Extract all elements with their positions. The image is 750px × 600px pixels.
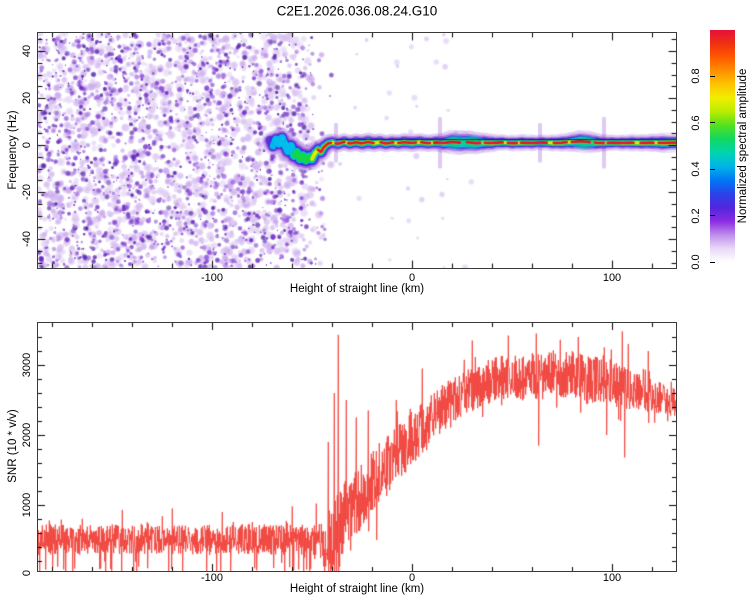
- colorbar-tick-label: 0.6: [690, 115, 702, 131]
- snr-tick-label: 2000: [21, 422, 33, 448]
- colorbar-tick-label: 0.8: [690, 68, 702, 85]
- snr-tick-label: 1000: [21, 492, 33, 518]
- spectrogram-canvas: [38, 33, 676, 268]
- plot-title: C2E1.2026.036.08.24.G10: [276, 3, 438, 19]
- snr-panel: [37, 322, 677, 572]
- colorbar-title: Normalized spectral amplitude: [737, 68, 749, 224]
- bottom-x-tick-label: 100: [602, 572, 622, 584]
- frequency-tick-label: -40: [21, 231, 33, 247]
- spectrogram-panel: [37, 32, 677, 269]
- colorbar-tick: [710, 168, 715, 170]
- snr-tick-label: 0: [21, 569, 33, 577]
- top-x-tick-label: 100: [602, 272, 622, 284]
- snr-axis-label: SNR (10 * v/v): [7, 409, 19, 483]
- frequency-tick-label: 20: [21, 91, 33, 105]
- colorbar-tick: [710, 75, 715, 77]
- frequency-tick-label: 40: [21, 44, 33, 58]
- bottom-x-tick-label: 0: [408, 572, 416, 584]
- top-x-tick-label: 0: [408, 272, 416, 284]
- colorbar-tick-label: 0.2: [690, 207, 702, 224]
- snr-tick-label: 3000: [21, 352, 33, 378]
- colorbar-tick-label: 0.0: [690, 254, 702, 270]
- frequency-tick-label: -20: [21, 184, 33, 200]
- colorbar-tick: [710, 261, 715, 263]
- colorbar-tick: [710, 215, 715, 217]
- colorbar-tick-label: 0.4: [690, 161, 702, 177]
- top-x-axis-label: Height of straight line (km): [289, 283, 425, 295]
- colorbar-tick: [710, 122, 715, 124]
- top-x-tick-label: -100: [200, 272, 224, 284]
- bottom-x-axis-label: Height of straight line (km): [289, 583, 425, 595]
- colorbar-gradient: [710, 30, 735, 263]
- frequency-axis-label: Frequency (Hz): [7, 110, 19, 190]
- bottom-x-tick-label: -100: [200, 572, 224, 584]
- frequency-tick-label: 0: [21, 141, 33, 149]
- snr-canvas: [38, 323, 676, 571]
